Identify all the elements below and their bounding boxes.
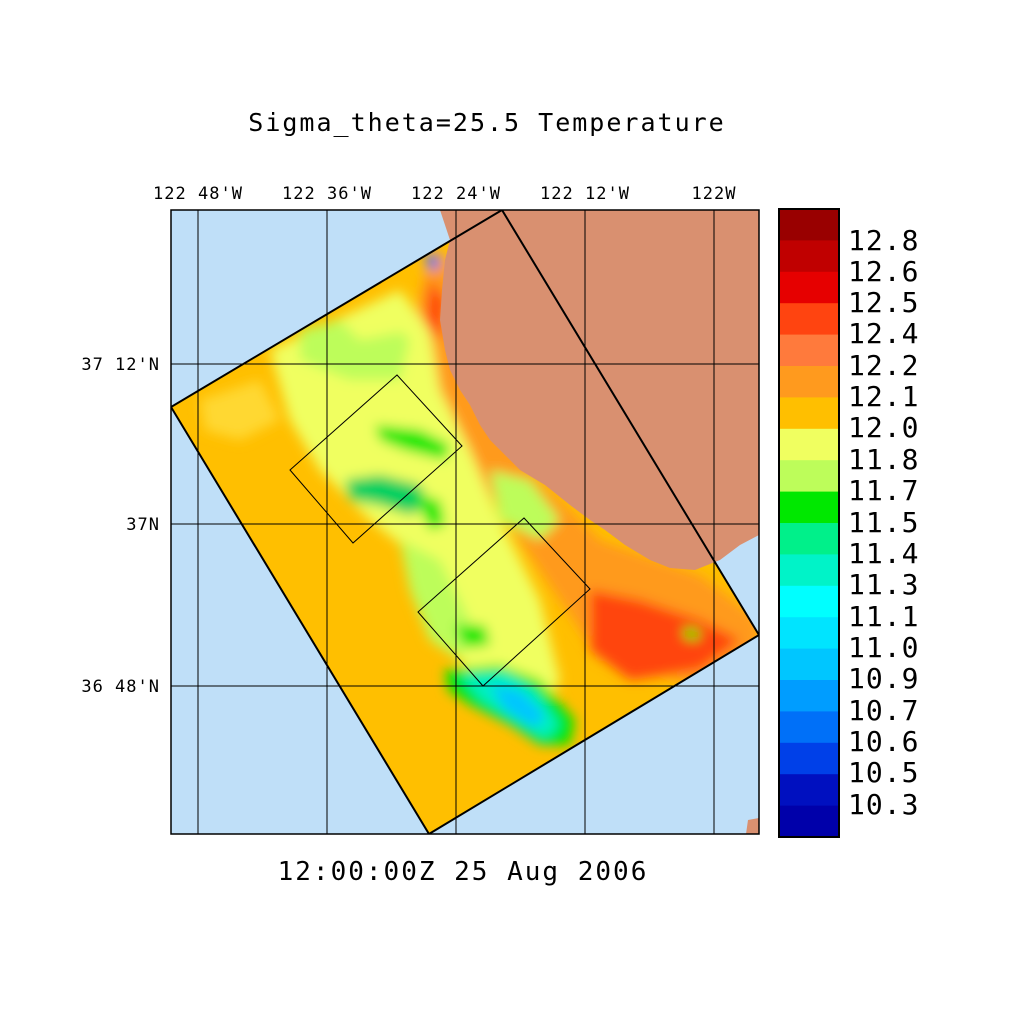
colorbar-swatch (779, 397, 839, 430)
lon-label-2: 122 36'W (282, 184, 372, 204)
colorbar-label: 12.1 (848, 380, 920, 413)
land-mass (440, 210, 759, 570)
colorbar-label: 11.5 (848, 506, 920, 539)
colorbar-label: 12.0 (848, 411, 920, 444)
inner-box-south (417, 517, 591, 687)
colorbar-swatch (779, 428, 839, 461)
colorbar-swatch (779, 617, 839, 650)
colorbar-label: 10.7 (848, 694, 920, 727)
lat-label-2: 37N (126, 515, 160, 535)
colorbar-label: 12.6 (848, 255, 920, 288)
colorbar-swatch (779, 460, 839, 493)
domain-outline (171, 210, 759, 834)
colorbar-label: 11.3 (848, 568, 920, 601)
colorbar-label: 11.1 (848, 600, 920, 633)
graticule (171, 210, 759, 834)
colorbar-swatch (779, 774, 839, 807)
colorbar-label: 12.8 (848, 224, 920, 257)
lon-label-5: 122W (691, 184, 737, 204)
colorbar-swatch (779, 303, 839, 336)
colorbar-swatch (779, 742, 839, 775)
colorbar-label: 10.3 (848, 788, 920, 821)
colorbar-swatch (779, 648, 839, 681)
colorbar-label: 12.2 (848, 349, 920, 382)
lat-label-1: 37 12'N (81, 355, 160, 375)
colorbar (779, 209, 839, 838)
lon-label-4: 122 12'W (540, 184, 630, 204)
lat-label-3: 36 48'N (81, 677, 160, 697)
timestamp: 12:00:00Z 25 Aug 2006 (277, 857, 649, 887)
colorbar-label: 10.5 (848, 756, 920, 789)
colorbar-label: 10.9 (848, 662, 920, 695)
map-frame (170, 209, 760, 835)
colorbar-label: 10.6 (848, 725, 920, 758)
map-title: Sigma_theta=25.5 Temperature (248, 108, 726, 137)
colorbar-swatch (779, 554, 839, 587)
colorbar-swatch (779, 491, 839, 524)
lon-label-1: 122 48'W (153, 184, 243, 204)
lon-label-3: 122 24'W (411, 184, 501, 204)
colorbar-swatch (779, 711, 839, 744)
colorbar-label: 11.0 (848, 631, 920, 664)
colorbar-frame (778, 208, 840, 838)
colorbar-swatch (779, 805, 839, 838)
colorbar-swatch (779, 523, 839, 555)
colorbar-label: 11.8 (848, 443, 920, 476)
land-corner (746, 818, 759, 834)
colorbar-swatch (779, 240, 839, 273)
colorbar-swatch (779, 366, 839, 398)
colorbar-swatch (779, 209, 839, 241)
colorbar-label: 11.7 (848, 474, 920, 507)
colorbar-swatch (779, 585, 839, 618)
colorbar-swatch (779, 680, 839, 712)
colorbar-label: 12.5 (848, 286, 920, 319)
colorbar-label: 11.4 (848, 537, 920, 570)
colorbar-label: 12.4 (848, 317, 920, 350)
inner-box-north (289, 374, 463, 544)
colorbar-swatch (779, 271, 839, 304)
colorbar-swatch (779, 334, 839, 367)
